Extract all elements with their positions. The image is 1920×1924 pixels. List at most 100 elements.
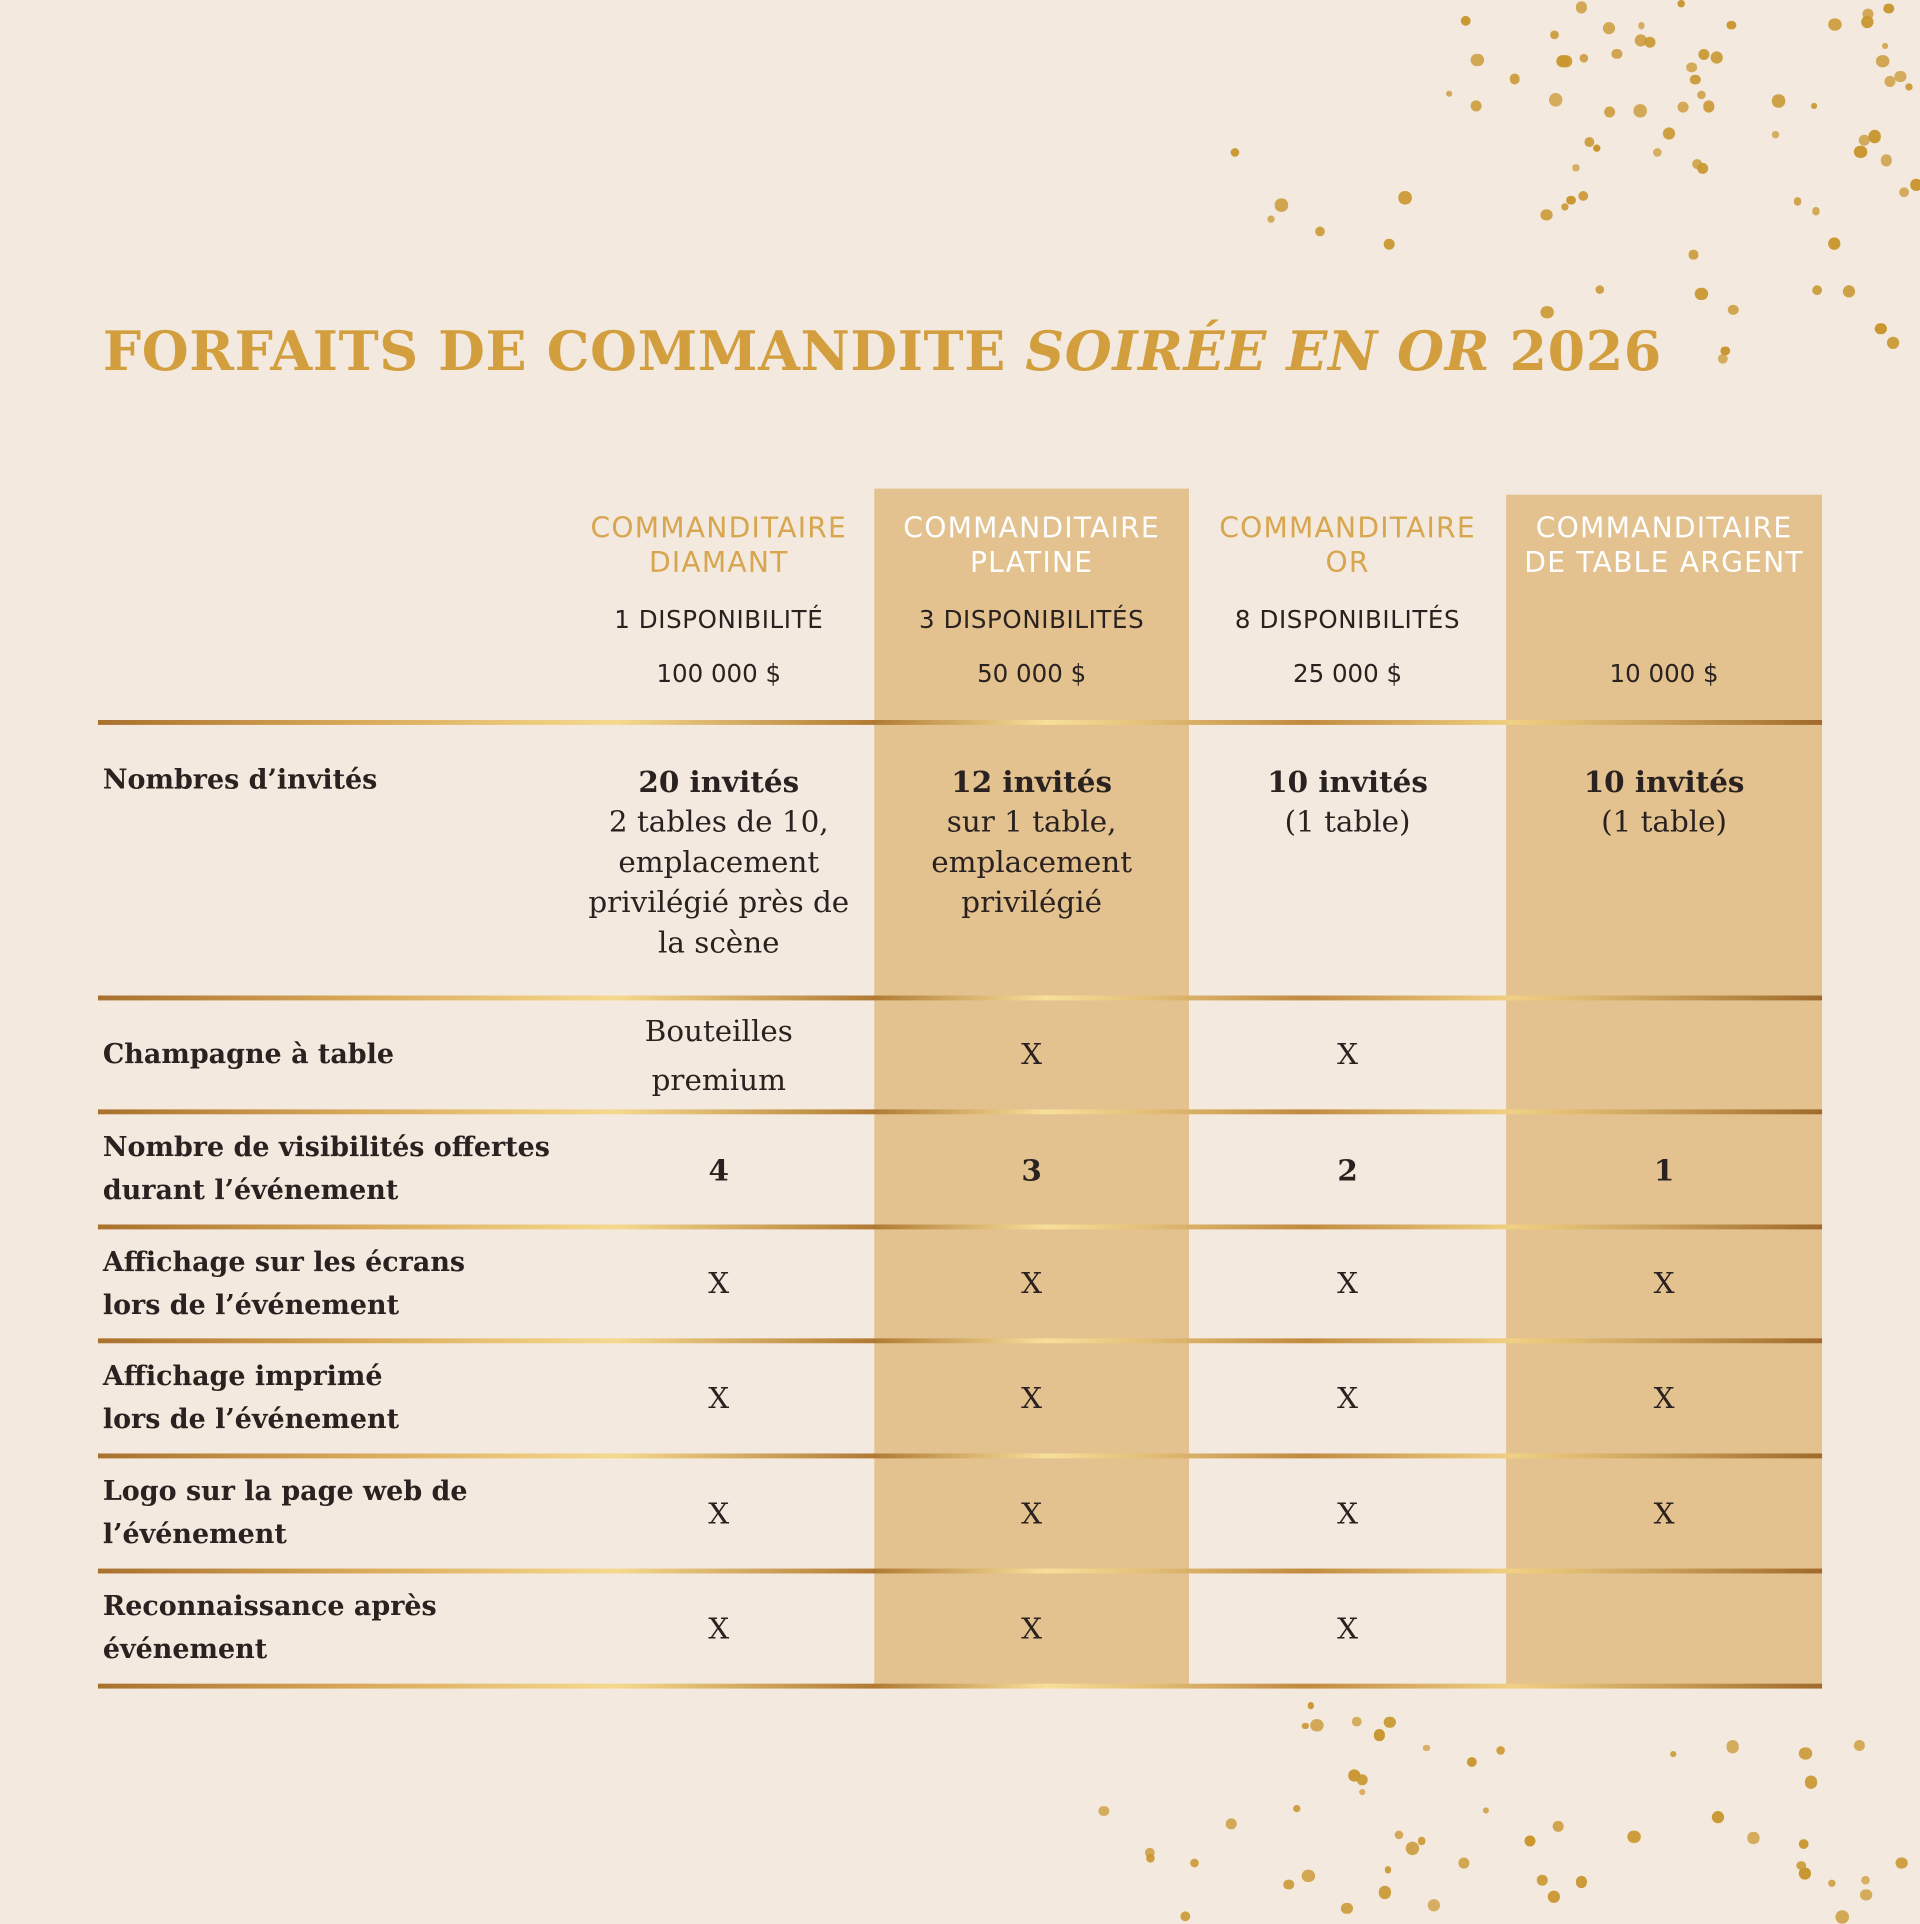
row-label-line: Affichage imprimé xyxy=(102,1360,383,1393)
confetti-dot xyxy=(1702,100,1715,113)
table-cell: 4 xyxy=(563,1149,874,1189)
cell-highlight: 20 invités xyxy=(638,764,800,800)
tier-name-line: COMMANDITAIRE xyxy=(590,513,848,545)
confetti-dot xyxy=(1882,42,1889,49)
cell-line: privilégié xyxy=(961,885,1102,920)
row-label: Affichage imprimé lors de l’événement xyxy=(103,1356,399,1442)
row-label-line: Champagne à table xyxy=(102,1038,395,1071)
confetti-dot xyxy=(1470,100,1482,112)
table-cell: 2 xyxy=(1189,1149,1506,1189)
tier-name: COMMANDITAIRE OR xyxy=(1189,512,1506,581)
confetti-dot xyxy=(1457,1857,1470,1869)
tier-name-line: PLATINE xyxy=(969,547,1094,580)
confetti-dot xyxy=(1315,226,1326,237)
table-cell: X xyxy=(1189,1035,1506,1075)
gold-divider xyxy=(97,1109,1823,1115)
confetti-dot xyxy=(1720,346,1730,356)
tier-name: COMMANDITAIRE DIAMANT xyxy=(563,512,874,581)
gold-divider xyxy=(97,1453,1823,1459)
confetti-dot xyxy=(1859,134,1871,146)
confetti-dot xyxy=(1509,73,1521,84)
confetti-dot xyxy=(1602,22,1616,35)
row-label-line: Nombres d’invités xyxy=(102,764,378,796)
confetti-dot xyxy=(1230,148,1240,158)
confetti-dot xyxy=(1876,54,1890,68)
confetti-dot xyxy=(1549,92,1563,107)
confetti-dot xyxy=(1604,106,1616,119)
confetti-dot xyxy=(1799,1867,1812,1880)
confetti-dot xyxy=(1540,209,1553,221)
gold-divider xyxy=(97,995,1823,1001)
table-cell: Bouteilles premium xyxy=(563,1006,874,1104)
gold-divider xyxy=(97,1568,1823,1574)
confetti-dot xyxy=(1880,154,1892,167)
confetti-dot xyxy=(1842,284,1856,298)
column-header-or: COMMANDITAIRE OR 8 DISPONIBILITÉS 25 000 $ xyxy=(1189,0,1506,722)
table-cell: 12 invités sur 1 table, emplacement privilé… xyxy=(874,762,1189,924)
availability: 8 DISPONIBILITÉS xyxy=(1234,604,1461,635)
cell-line: X xyxy=(1021,1610,1043,1646)
cell-line: X xyxy=(1337,1037,1359,1072)
confetti-dot xyxy=(1145,1853,1156,1863)
row-label: Nombres d’invités xyxy=(103,759,377,802)
row-label: Logo sur la page web de l’événement xyxy=(103,1471,468,1557)
row-label-line: durant l’événement xyxy=(102,1174,399,1207)
confetti-dot xyxy=(1710,51,1723,65)
confetti-dot xyxy=(1895,1857,1908,1869)
confetti-dot xyxy=(1524,1835,1536,1847)
confetti-dot xyxy=(1548,1890,1561,1904)
confetti-dot xyxy=(1445,90,1453,98)
confetti-dot xyxy=(1812,207,1820,216)
argent-column-bg xyxy=(1506,494,1823,1687)
confetti-dot xyxy=(1578,190,1589,201)
cell-line: sur 1 table, xyxy=(946,804,1117,839)
confetti-dot xyxy=(1638,22,1645,30)
confetti-dot xyxy=(1572,164,1580,172)
confetti-dot xyxy=(1905,83,1913,91)
cell-highlight: 10 invités xyxy=(1583,764,1745,800)
availability: 3 DISPONIBILITÉS xyxy=(918,604,1145,635)
cell-line: Bouteilles xyxy=(644,1013,793,1048)
table-cell: X xyxy=(874,1035,1189,1075)
confetti-dot xyxy=(1835,1910,1849,1924)
cell-highlight: 1 xyxy=(1653,1151,1675,1188)
confetti-dot xyxy=(1727,304,1739,315)
confetti-dot xyxy=(1662,126,1676,140)
confetti-dot xyxy=(1566,195,1576,205)
cell-line: X xyxy=(1021,1380,1043,1415)
table-cell: 10 invités (1 table) xyxy=(1506,762,1822,843)
row-label-line: Affichage sur les écrans xyxy=(102,1245,466,1278)
table-cell: X xyxy=(563,1264,874,1304)
row-label-line: l’événement xyxy=(102,1518,287,1551)
cell-line: X xyxy=(1337,1266,1359,1301)
confetti-dot xyxy=(1894,70,1907,83)
cell-line: emplacement xyxy=(618,844,820,880)
cell-line: X xyxy=(1653,1380,1675,1415)
confetti-dot xyxy=(1482,1806,1490,1815)
confetti-dot xyxy=(1875,322,1887,335)
confetti-dot xyxy=(1861,16,1874,29)
confetti-dot xyxy=(1860,1875,1870,1885)
cell-line: X xyxy=(1653,1266,1675,1301)
row-label: Affichage sur les écrans lors de l’événem… xyxy=(103,1241,465,1327)
confetti-dot xyxy=(1180,1911,1191,1922)
availability: 1 DISPONIBILITÉ xyxy=(614,604,824,635)
cell-highlight: 3 xyxy=(1021,1151,1042,1188)
confetti-dot xyxy=(1677,101,1689,113)
tier-name-line: COMMANDITAIRE xyxy=(1219,513,1476,545)
confetti-dot xyxy=(1828,18,1842,31)
tier-name: COMMANDITAIRE PLATINE xyxy=(874,512,1189,581)
confetti-dot xyxy=(1575,1875,1588,1888)
table-cell: X xyxy=(874,1608,1189,1648)
confetti-dot xyxy=(1428,1899,1441,1912)
confetti-dot xyxy=(1423,1744,1430,1752)
row-label-line: Logo sur la page web de xyxy=(102,1475,468,1508)
confetti-dot xyxy=(1717,353,1728,364)
tier-name-line: OR xyxy=(1325,547,1370,580)
confetti-dot xyxy=(1384,1716,1397,1729)
row-label-line: événement xyxy=(102,1633,268,1666)
title-event-name: SOIRÉE EN OR xyxy=(1025,320,1491,384)
column-header-argent: COMMANDITAIRE DE TABLE ARGENT 10 000 $ xyxy=(1506,0,1822,722)
confetti-dot xyxy=(1697,162,1709,174)
tier-name-line: COMMANDITAIRE xyxy=(1535,513,1793,545)
